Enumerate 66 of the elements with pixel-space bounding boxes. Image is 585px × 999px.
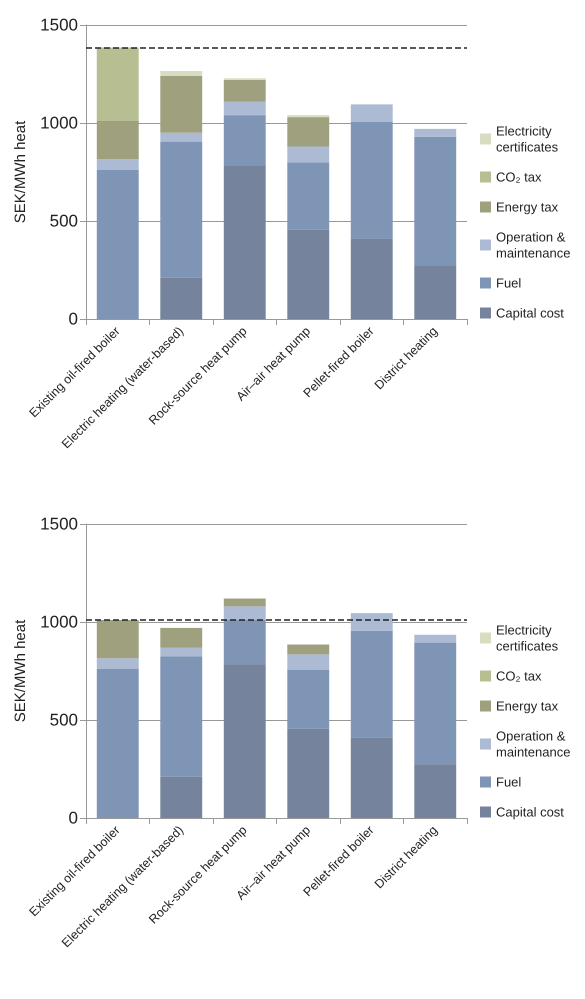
- bar: [224, 115, 266, 166]
- bar: [96, 48, 139, 122]
- bar: [414, 136, 456, 266]
- bar: [96, 669, 139, 818]
- bar: [287, 146, 330, 162]
- y-axis-title: SEK/MWh heat: [12, 120, 29, 224]
- bar: [287, 654, 330, 670]
- bar: [287, 670, 330, 729]
- bar: [350, 630, 393, 738]
- legend-label: Capital cost: [496, 804, 564, 820]
- y-tick-label: 1000: [40, 612, 78, 632]
- y-tick-label: 0: [68, 310, 78, 328]
- legend-label: Operation & maintenance: [496, 728, 570, 760]
- legend-label: Fuel: [496, 774, 522, 790]
- bar: [160, 142, 202, 278]
- legend-label: Energy tax: [496, 698, 559, 714]
- y-tick-label: 1000: [40, 114, 78, 132]
- bar: [224, 80, 266, 102]
- legend-label: Fuel: [496, 276, 522, 290]
- legend-label: CO₂ tax: [496, 170, 542, 184]
- legend-label: CO₂ tax: [496, 668, 542, 684]
- bar: [96, 170, 139, 319]
- bar: [224, 101, 266, 116]
- legend-label: Energy tax: [496, 200, 559, 214]
- bar: [160, 656, 202, 777]
- bar: [287, 728, 330, 818]
- bar: [414, 128, 456, 137]
- bar: [287, 644, 330, 654]
- bar: [224, 620, 266, 664]
- y-tick-label: 1500: [40, 514, 78, 534]
- legend-label: Electricity certificates: [496, 622, 559, 654]
- bar: [96, 121, 139, 160]
- bar: [224, 606, 266, 620]
- bar: [414, 634, 456, 643]
- bar: [96, 658, 139, 670]
- y-tick-label: 0: [68, 808, 78, 828]
- bar: [414, 764, 456, 818]
- bar: [160, 628, 202, 648]
- bar: [414, 642, 456, 764]
- bar: [160, 647, 202, 656]
- bar: [350, 104, 393, 122]
- bar: [224, 664, 266, 818]
- bar: [287, 162, 330, 230]
- bar: [414, 265, 456, 319]
- legend-label: Electricity certificates: [496, 124, 559, 154]
- legend-label: Capital cost: [496, 306, 564, 320]
- bar: [160, 71, 202, 76]
- bar: [96, 159, 139, 170]
- y-tick-label: 1500: [40, 16, 78, 34]
- bar: [350, 738, 393, 818]
- legend-label: Operation & maintenance: [496, 230, 570, 260]
- bar: [350, 238, 393, 319]
- y-tick-label: 500: [50, 710, 78, 730]
- bar: [96, 620, 139, 658]
- bar: [350, 122, 393, 239]
- bar: [287, 230, 330, 319]
- bar: [160, 278, 202, 319]
- bar: [160, 776, 202, 818]
- bar: [287, 117, 330, 147]
- y-axis-title: SEK/MWh heat: [12, 618, 29, 722]
- bar: [160, 132, 202, 142]
- y-tick-label: 500: [50, 212, 78, 230]
- bar: [224, 165, 266, 319]
- bar: [224, 598, 266, 606]
- bar: [350, 613, 393, 631]
- bar: [160, 76, 202, 133]
